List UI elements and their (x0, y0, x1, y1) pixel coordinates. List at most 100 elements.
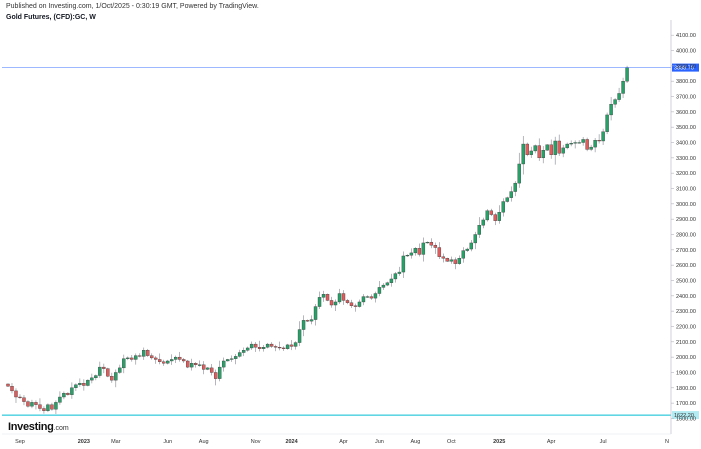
time-tick-label: Apr (339, 439, 348, 445)
price-tick-label: 2600.00 (676, 263, 696, 269)
candle (433, 242, 438, 254)
price-tick-label: 2800.00 (676, 232, 696, 238)
candle (194, 362, 198, 368)
candle-body (533, 145, 537, 152)
candle-body (313, 306, 318, 320)
candle (225, 358, 230, 362)
candle (377, 281, 382, 297)
candle-body (134, 355, 138, 360)
price-tick-label: 1900.00 (676, 370, 696, 376)
candle-body (30, 402, 34, 407)
candle-body (38, 404, 42, 409)
candle-body (493, 214, 497, 221)
candle-body (42, 408, 46, 411)
candle (62, 391, 66, 400)
time-tick-label: Oct (447, 439, 456, 445)
candle (146, 348, 150, 357)
price-tick-label: 3500.00 (676, 125, 696, 131)
candle-body (501, 201, 505, 213)
candle-body (505, 197, 509, 202)
candle-body (381, 284, 386, 288)
candle-body (249, 343, 254, 349)
candle (517, 152, 521, 188)
candle-body (449, 259, 454, 262)
candle-body (10, 386, 14, 392)
candle-body (485, 210, 489, 221)
candle (213, 369, 218, 386)
candle (513, 181, 517, 197)
candle (82, 379, 86, 391)
candle-body (621, 81, 625, 94)
candle (393, 272, 398, 283)
candle-body (66, 392, 70, 395)
candle (509, 186, 513, 202)
price-tick-label: 1700.00 (676, 401, 696, 407)
time-tick-label: 2023 (78, 439, 90, 445)
time-tick-label: Sep (15, 439, 25, 445)
time-tick-label: Nov (251, 439, 261, 445)
candle (541, 146, 545, 164)
candle-body (110, 376, 114, 381)
candle (369, 294, 374, 300)
candle (585, 137, 589, 152)
candle-body (277, 347, 282, 349)
candle (158, 353, 162, 365)
candle-body (174, 356, 178, 360)
time-axis: Sep 2023 Mar Jun Aug Nov 2024 Apr Jun Aug Oct 2025 A… (15, 439, 669, 445)
candle (118, 364, 122, 374)
candle-body (585, 139, 589, 150)
candle (142, 347, 146, 360)
candle-body (285, 344, 290, 349)
candle (10, 383, 14, 394)
candle (261, 344, 266, 352)
candle (102, 363, 106, 374)
candle (601, 128, 605, 146)
candle-body (281, 347, 286, 349)
candle-body (190, 363, 194, 368)
candle-body (54, 402, 58, 410)
candle-body (401, 255, 406, 273)
candle (269, 342, 274, 348)
candle-body (98, 366, 102, 376)
price-tick-label: 2200.00 (676, 324, 696, 330)
candle-body (369, 296, 374, 299)
candle (198, 360, 202, 367)
candle (341, 290, 346, 305)
candle (297, 321, 302, 347)
candle (305, 319, 310, 322)
candle-body (513, 182, 517, 192)
candle-body (529, 150, 533, 155)
candle (461, 247, 466, 263)
candle-body (198, 364, 202, 366)
candle-body (86, 379, 90, 386)
candle (353, 303, 358, 312)
candle (357, 299, 362, 308)
candle-body (34, 402, 38, 405)
price-tick-label: 3000.00 (676, 202, 696, 208)
candle (46, 403, 50, 413)
candle (569, 140, 573, 147)
candle-body (142, 350, 146, 357)
candle (437, 242, 442, 260)
candle (605, 112, 609, 135)
price-tick-label: 2500.00 (676, 278, 696, 284)
candle (549, 139, 553, 159)
candle-body (74, 384, 78, 388)
candle-body (150, 355, 154, 359)
candle (206, 367, 210, 371)
candle (573, 140, 577, 149)
publisher-line: Published on Investing.com, 1/Oct/2025 -… (6, 3, 259, 10)
candle-body (166, 360, 170, 364)
candle (50, 402, 54, 411)
candle-body (461, 250, 466, 259)
candle (485, 209, 489, 222)
candle-body (417, 248, 422, 255)
candle-body (357, 301, 362, 307)
candle (90, 373, 94, 384)
candle (581, 136, 585, 146)
candle (565, 142, 569, 150)
candle-body (413, 248, 418, 254)
candle-body (253, 343, 258, 348)
candle-body (233, 356, 238, 359)
candle (122, 354, 126, 374)
